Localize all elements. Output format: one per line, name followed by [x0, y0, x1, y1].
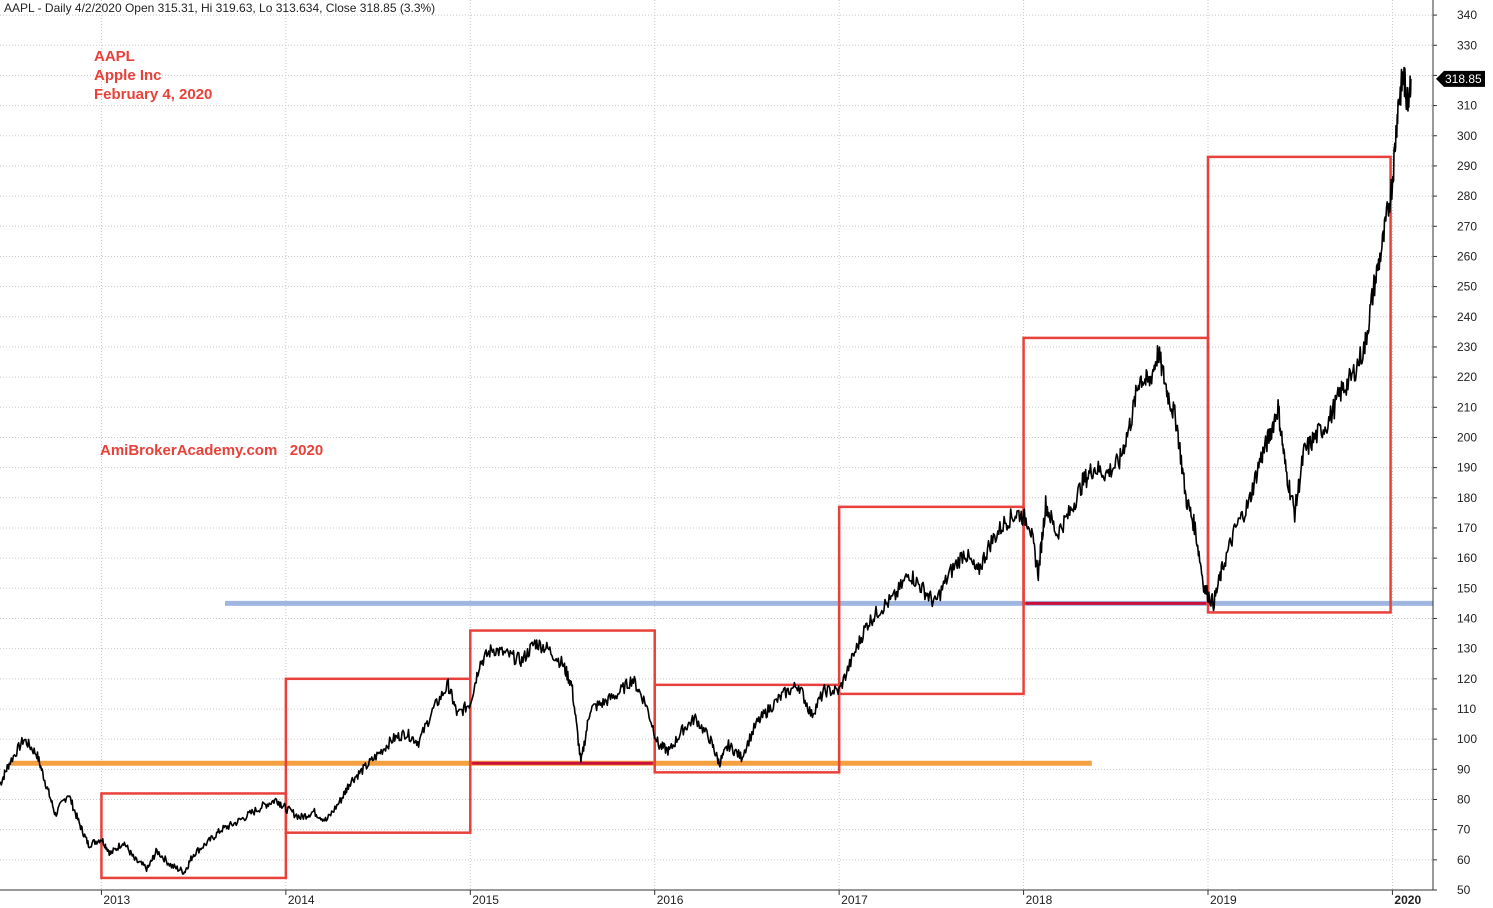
y-tick-label: 110: [1457, 702, 1476, 716]
x-tick-label-2014: 2014: [288, 893, 315, 907]
y-tick-label: 60: [1457, 853, 1471, 867]
x-tick-label-2016: 2016: [657, 893, 684, 907]
x-tick-label-2018: 2018: [1026, 893, 1053, 907]
y-tick-label: 80: [1457, 792, 1471, 806]
y-tick-label: 170: [1457, 521, 1477, 535]
y-tick-label: 200: [1457, 430, 1477, 444]
y-tick-label: 340: [1457, 8, 1477, 22]
range-box-6: [1206, 155, 1392, 614]
last-value-label: 318.85: [1445, 72, 1482, 86]
y-tick-label: 100: [1457, 732, 1477, 746]
x-tick-label-2020: 2020: [1394, 893, 1421, 907]
y-tick-label: 280: [1457, 189, 1477, 203]
company-label: Apple Inc: [94, 67, 162, 84]
range-boxes: [100, 155, 1392, 880]
range-box-5: [1022, 336, 1210, 605]
y-tick-label: 150: [1457, 581, 1477, 595]
watermark-label: AmiBrokerAcademy.com 2020: [100, 442, 324, 459]
date-label: February 4, 2020: [94, 86, 213, 103]
y-tick-label: 120: [1457, 672, 1477, 686]
y-tick-label: 260: [1457, 249, 1477, 263]
price-line: [0, 66, 1412, 875]
price-series: [0, 66, 1412, 875]
y-tick-label: 290: [1457, 159, 1477, 173]
y-tick-label: 190: [1457, 461, 1477, 475]
y-tick-label: 240: [1457, 310, 1477, 324]
y-tick-label: 180: [1457, 491, 1477, 505]
y-tick-label: 210: [1457, 400, 1477, 414]
x-tick-label-2013: 2013: [103, 893, 130, 907]
chart-header: AAPL - Daily 4/2/2020 Open 315.31, Hi 31…: [4, 1, 436, 15]
y-tick-label: 90: [1457, 762, 1471, 776]
y-tick-label: 300: [1457, 129, 1477, 143]
y-tick-label: 70: [1457, 823, 1471, 837]
x-tick-label-2017: 2017: [841, 893, 868, 907]
x-tick-label-2019: 2019: [1210, 893, 1237, 907]
y-tick-label: 250: [1457, 280, 1477, 294]
y-tick-label: 130: [1457, 642, 1477, 656]
y-tick-label: 230: [1457, 340, 1477, 354]
y-tick-label: 270: [1457, 219, 1477, 233]
range-box-3: [653, 683, 841, 774]
range-box-0: [100, 792, 288, 880]
annotation-block: AAPL Apple Inc February 4, 2020: [94, 47, 212, 104]
x-tick-label-2015: 2015: [472, 893, 499, 907]
y-tick-label: 50: [1457, 883, 1471, 897]
last-value-tag: [1436, 70, 1485, 87]
ticker-label: AAPL: [94, 48, 135, 65]
y-tick-label: 220: [1457, 370, 1477, 384]
y-tick-label: 140: [1457, 611, 1477, 625]
y-tick-label: 330: [1457, 38, 1477, 52]
y-tick-label: 310: [1457, 99, 1477, 113]
y-tick-label: 160: [1457, 551, 1477, 565]
